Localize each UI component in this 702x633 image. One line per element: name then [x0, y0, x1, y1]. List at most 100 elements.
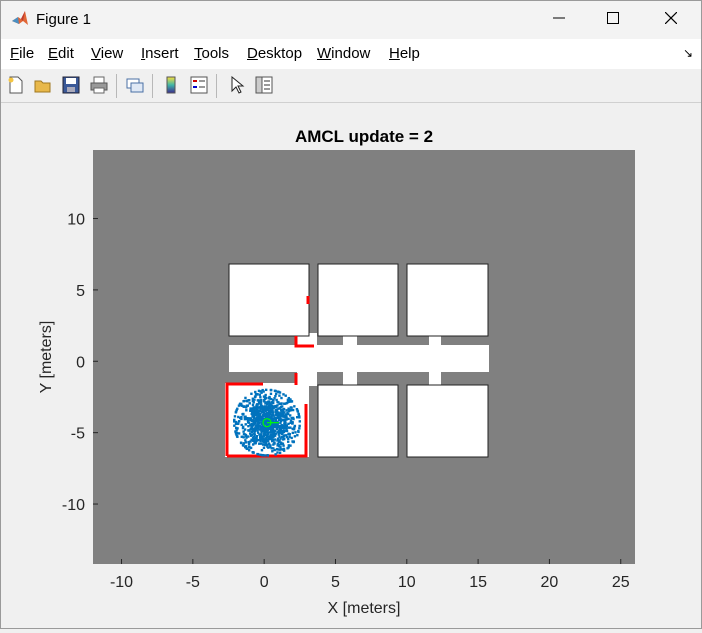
particle: [261, 388, 264, 392]
menu-insert[interactable]: Insert: [141, 45, 179, 62]
particle: [250, 430, 254, 434]
particle: [274, 408, 278, 412]
particle: [240, 404, 244, 407]
particle: [274, 389, 277, 393]
particle: [271, 411, 275, 414]
particle: [283, 419, 286, 422]
axes-plot[interactable]: AMCL update = 2: [1, 103, 701, 628]
particle: [256, 452, 259, 456]
particle: [286, 411, 289, 415]
particle: [264, 429, 267, 432]
particle: [276, 444, 279, 447]
particle: [257, 438, 260, 442]
close-icon: [664, 11, 678, 29]
particle: [264, 437, 267, 440]
particle: [291, 408, 295, 412]
particle: [244, 423, 247, 426]
particle: [257, 412, 260, 415]
particle: [256, 431, 260, 434]
minimize-button[interactable]: [531, 1, 587, 39]
particle: [270, 433, 274, 437]
x-tick-label: 5: [331, 574, 340, 591]
particle: [275, 416, 279, 419]
particle: [292, 428, 296, 431]
particle: [254, 426, 258, 429]
particle: [268, 431, 271, 434]
particle: [237, 404, 241, 407]
scan-segment: [294, 336, 314, 348]
menu-window[interactable]: Window: [317, 45, 371, 62]
edit-plot-icon[interactable]: [226, 74, 248, 96]
particle: [249, 434, 253, 437]
particle: [264, 433, 267, 437]
particle: [279, 446, 282, 449]
particle: [293, 435, 297, 438]
particle: [273, 425, 277, 429]
particle: [290, 400, 294, 403]
particle: [272, 405, 276, 409]
particle: [269, 437, 272, 441]
particle: [291, 422, 294, 425]
particle: [286, 440, 290, 443]
particle: [272, 431, 276, 435]
particle: [284, 394, 287, 397]
save-icon[interactable]: [60, 74, 82, 96]
new-figure-icon[interactable]: [5, 74, 27, 96]
particle: [261, 435, 264, 439]
menu-desktop[interactable]: Desktop: [247, 45, 303, 62]
particle: [278, 448, 281, 451]
particle: [258, 414, 262, 417]
particle: [243, 428, 247, 431]
particle: [298, 424, 301, 428]
title-bar[interactable]: Figure 1: [1, 1, 701, 39]
particle: [281, 438, 285, 441]
particle: [250, 419, 254, 423]
particle: [279, 413, 283, 416]
menu-tools[interactable]: Tools: [194, 45, 230, 62]
menu-edit[interactable]: Edit: [48, 45, 74, 62]
insert-legend-icon[interactable]: [188, 74, 210, 96]
maximize-button[interactable]: [585, 1, 641, 39]
particle: [282, 434, 285, 437]
particle: [262, 446, 266, 449]
menu-help[interactable]: Help: [389, 45, 420, 62]
particle: [261, 453, 264, 457]
figure-canvas[interactable]: AMCL update = 2: [1, 103, 701, 628]
insert-colorbar-icon[interactable]: [160, 74, 182, 96]
particle: [259, 439, 262, 443]
link-plot-icon[interactable]: [124, 74, 146, 96]
particle: [261, 411, 264, 414]
particle: [252, 422, 255, 425]
dock-arrow-icon[interactable]: ↘: [682, 46, 693, 60]
menu-view[interactable]: View: [91, 45, 124, 62]
menu-file[interactable]: File: [10, 45, 35, 62]
particle: [255, 420, 258, 423]
particle: [253, 398, 256, 401]
particle: [269, 410, 272, 413]
particle: [252, 414, 256, 418]
particle: [244, 396, 247, 400]
particle: [284, 418, 288, 421]
particle: [253, 433, 257, 436]
close-button[interactable]: [643, 1, 699, 39]
particle: [293, 405, 296, 408]
particle: [247, 440, 250, 444]
particle: [287, 410, 291, 413]
particle: [258, 399, 261, 402]
property-inspector-icon[interactable]: [253, 74, 275, 96]
particle: [279, 443, 283, 446]
particle: [259, 453, 262, 457]
particle: [282, 435, 285, 439]
particle: [259, 433, 263, 436]
particle: [241, 425, 245, 429]
x-tick-label: 25: [612, 574, 630, 591]
particle: [298, 420, 301, 423]
print-icon[interactable]: [88, 74, 110, 96]
particle: [272, 447, 275, 450]
particle: [272, 401, 275, 405]
particle: [280, 405, 284, 408]
particle: [263, 406, 266, 410]
particle: [269, 392, 273, 396]
particle: [276, 400, 279, 404]
open-file-icon[interactable]: [32, 74, 54, 96]
